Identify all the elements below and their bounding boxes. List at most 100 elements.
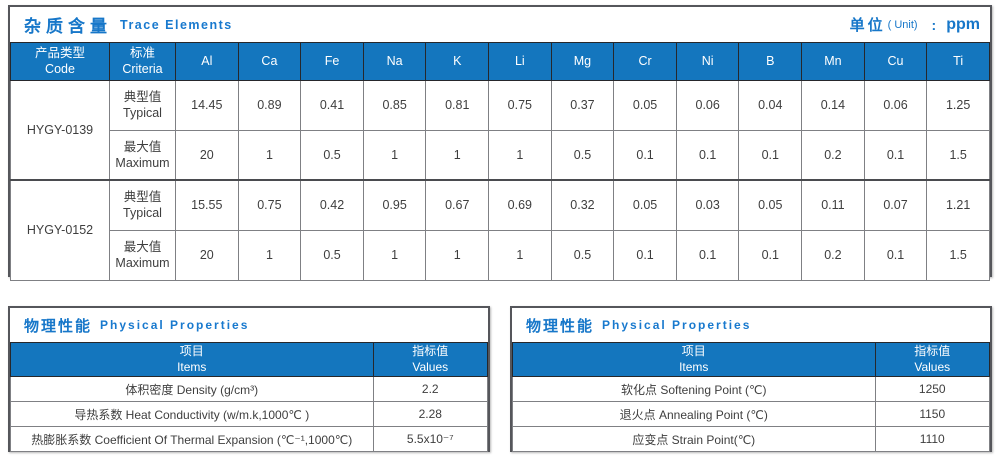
value-cell: 1 <box>237 129 302 181</box>
table-row-strain-point: 应变点 Strain Point(℃) 1110 <box>512 426 991 453</box>
value-cell: 1.25 <box>926 79 990 131</box>
value-cell: 0.1 <box>613 229 677 281</box>
table-row-hygy0152-maximum: 最大值 Maximum 20 1 0.5 1 1 1 0.5 0.1 0.1 0… <box>11 229 990 281</box>
physical-properties-title-bar: 物理性能 Physical Properties <box>512 308 990 342</box>
value-cell: 0.5 <box>300 129 364 181</box>
col-header-items-zh: 项目 <box>681 344 706 358</box>
unit-label-zh: 单位 <box>849 17 886 34</box>
unit-label-paren: ( Unit) <box>887 19 918 31</box>
value-cell: 1.21 <box>926 179 990 231</box>
col-header-element-mn: Mn <box>801 42 865 81</box>
value-cell: 0.03 <box>675 179 740 231</box>
value-cell: 0.32 <box>550 179 615 231</box>
trace-elements-title-bar: 杂质含量 Trace Elements 单位 ( Unit) : ppm <box>10 7 990 42</box>
phys-right-title-en: Physical Properties <box>602 318 752 332</box>
value-cell: 20 <box>175 229 239 281</box>
col-header-items: 项目 Items <box>512 341 876 378</box>
value-cell: 0.85 <box>362 79 427 131</box>
criteria-typical-en: Typical <box>123 206 162 221</box>
criteria-typical-en: Typical <box>123 106 162 120</box>
trace-header-row: 产品类型 Code 标准 Criteria Al Ca Fe Na K Li M… <box>10 42 990 81</box>
value-cell: 15.55 <box>175 179 239 231</box>
value-cell: 0.1 <box>675 229 740 281</box>
value-cell: 0.81 <box>425 79 490 131</box>
phys-right-header-row: 项目 Items 指标值 Values <box>512 341 991 378</box>
table-row-heat-conductivity: 导热系数 Heat Conductivity (w/m.k,1000℃ ) 2.… <box>10 401 489 428</box>
product-code-cell: HYGY-0139 <box>10 79 110 181</box>
value-cell: 1 <box>237 229 302 281</box>
col-header-element-mg: Mg <box>550 42 615 81</box>
col-header-items-en: Items <box>679 359 709 374</box>
trace-title-zh: 杂质含量 <box>24 17 112 36</box>
value-cell: 0.05 <box>738 179 803 231</box>
property-item-cell: 软化点 Softening Point (℃) <box>512 376 876 403</box>
value-cell: 0.1 <box>863 129 928 181</box>
phys-right-title-zh: 物理性能 <box>526 317 595 335</box>
criteria-cell-maximum: 最大值 Maximum <box>109 229 176 281</box>
col-header-values-zh: 指标值 <box>412 344 449 358</box>
value-cell: 1 <box>425 229 490 281</box>
property-item-cell: 退火点 Annealing Point (℃) <box>512 401 876 428</box>
value-cell: 1 <box>488 229 552 281</box>
col-header-element-li: Li <box>488 42 552 81</box>
col-header-criteria-en: Criteria <box>122 62 163 77</box>
unit-colon: : <box>931 16 937 33</box>
criteria-cell-typical: 典型值 Typical <box>109 179 176 231</box>
col-header-values-en: Values <box>412 359 449 374</box>
value-cell: 0.1 <box>613 129 677 181</box>
value-cell: 0.42 <box>300 179 364 231</box>
physical-properties-table-right: 项目 Items 指标值 Values 软化点 Softening Point … <box>512 341 991 453</box>
value-cell: 14.45 <box>175 79 239 131</box>
trace-elements-table: 产品类型 Code 标准 Criteria Al Ca Fe Na K Li M… <box>10 42 990 281</box>
value-cell: 0.5 <box>550 129 615 181</box>
criteria-maximum-zh: 最大值 <box>123 139 162 154</box>
col-header-values: 指标值 Values <box>372 341 489 378</box>
value-cell: 0.05 <box>613 79 677 131</box>
criteria-typical-zh: 典型值 <box>123 190 162 204</box>
value-cell: 1 <box>425 129 490 181</box>
criteria-typical-zh: 典型值 <box>123 89 162 104</box>
property-value-cell: 5.5x10⁻⁷ <box>372 426 489 453</box>
value-cell: 1 <box>362 129 427 181</box>
table-row-softening-point: 软化点 Softening Point (℃) 1250 <box>512 376 991 403</box>
value-cell: 0.1 <box>675 129 740 181</box>
col-header-values-en: Values <box>914 359 951 374</box>
value-cell: 0.37 <box>550 79 615 131</box>
col-header-items-en: Items <box>177 359 207 374</box>
criteria-maximum-zh: 最大值 <box>123 239 162 254</box>
table-row-hygy0139-maximum: 最大值 Maximum 20 1 0.5 1 1 1 0.5 0.1 0.1 0… <box>11 129 990 181</box>
table-row-hygy0139-typical: HYGY-0139 典型值 Typical 14.45 0.89 0.41 0.… <box>10 79 990 181</box>
value-cell: 1 <box>488 129 552 181</box>
col-header-element-na: Na <box>362 42 427 81</box>
value-cell: 0.89 <box>237 79 302 131</box>
col-header-code: 产品类型 Code <box>10 42 110 81</box>
value-cell: 0.75 <box>488 79 552 131</box>
property-value-cell: 1110 <box>874 426 991 453</box>
trace-elements-panel: 杂质含量 Trace Elements 单位 ( Unit) : ppm 产品类… <box>8 5 992 281</box>
criteria-cell-maximum: 最大值 Maximum <box>109 129 176 181</box>
property-item-cell: 导热系数 Heat Conductivity (w/m.k,1000℃ ) <box>10 401 374 428</box>
col-header-element-fe: Fe <box>300 42 364 81</box>
value-cell: 20 <box>175 129 239 181</box>
col-header-element-cr: Cr <box>613 42 677 81</box>
criteria-maximum-en: Maximum <box>115 155 170 170</box>
property-item-cell: 体积密度 Density (g/cm³) <box>10 376 374 403</box>
value-cell: 0.5 <box>550 229 615 281</box>
property-item-cell: 应变点 Strain Point(℃) <box>512 426 876 453</box>
value-cell: 0.41 <box>300 79 364 131</box>
phys-left-title-en: Physical Properties <box>100 318 250 332</box>
property-value-cell: 2.2 <box>372 376 489 403</box>
value-cell: 0.11 <box>801 179 865 231</box>
col-header-element-cu: Cu <box>863 42 928 81</box>
col-header-items: 项目 Items <box>10 341 374 378</box>
product-code-cell: HYGY-0152 <box>10 179 110 281</box>
physical-properties-title-bar: 物理性能 Physical Properties <box>10 308 488 342</box>
value-cell: 0.2 <box>801 129 865 181</box>
trace-title-en: Trace Elements <box>120 17 233 32</box>
col-header-element-k: K <box>425 42 490 81</box>
col-header-element-ca: Ca <box>237 42 302 81</box>
property-item-cell: 热膨胀系数 Coefficient Of Thermal Expansion (… <box>10 426 374 453</box>
value-cell: 0.06 <box>863 79 928 131</box>
criteria-cell-typical: 典型值 Typical <box>109 79 176 131</box>
table-row-density: 体积密度 Density (g/cm³) 2.2 <box>10 376 489 403</box>
